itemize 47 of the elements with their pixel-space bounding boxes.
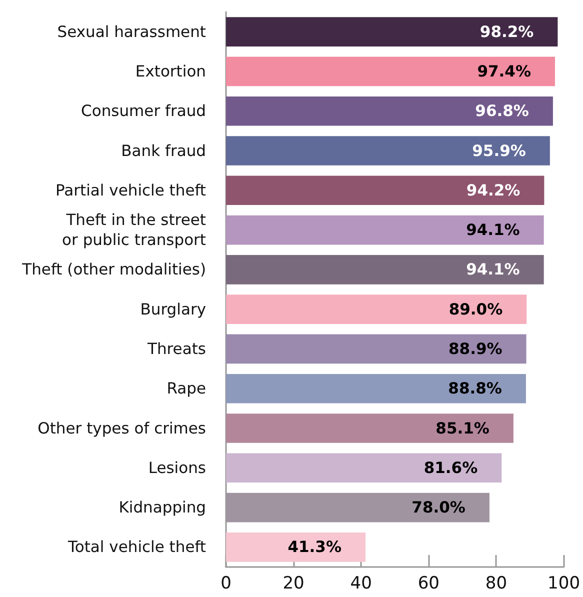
data-label: 96.8% xyxy=(475,102,530,120)
bar xyxy=(226,176,544,206)
y-tick-label: Bank fraud xyxy=(121,142,206,160)
y-tick-label: Rape xyxy=(166,380,206,398)
data-label: 78.0% xyxy=(412,498,466,517)
data-label: 81.6% xyxy=(424,458,478,477)
x-tick-label: 100 xyxy=(548,574,580,594)
y-tick-label: Other types of crimes xyxy=(38,419,206,438)
x-tick-label: 80 xyxy=(485,574,508,594)
y-tick-label: Kidnapping xyxy=(118,498,206,517)
x-tick-label: 40 xyxy=(350,574,372,594)
data-label: 94.2% xyxy=(466,181,521,200)
data-label: 89.0% xyxy=(448,300,504,318)
bar xyxy=(226,294,527,324)
y-tick-label: Burglary xyxy=(140,300,206,318)
bar xyxy=(226,453,502,483)
x-tick-label: 20 xyxy=(282,574,304,594)
bar xyxy=(226,532,366,562)
y-tick-label: Extortion xyxy=(135,62,206,80)
data-label: 94.1% xyxy=(466,221,520,240)
bar xyxy=(226,17,558,46)
data-label: 94.1% xyxy=(466,260,520,279)
bar xyxy=(226,56,555,86)
data-label: 98.2% xyxy=(480,22,534,41)
data-label: 88.8% xyxy=(448,380,502,398)
data-label: 85.1% xyxy=(436,419,490,438)
bar xyxy=(226,136,550,166)
y-tick-label: Theft in the street or public transport xyxy=(62,211,206,250)
bar xyxy=(226,255,544,284)
x-tick-label: 0 xyxy=(220,574,232,594)
y-tick-label: Partial vehicle theft xyxy=(56,181,206,200)
y-tick-label: Sexual harassment xyxy=(57,22,206,41)
y-tick-label: Threats xyxy=(146,340,206,358)
data-label: 97.4% xyxy=(477,62,532,80)
data-label: 95.9% xyxy=(472,142,526,160)
y-tick-label: Theft (other modalities) xyxy=(21,260,206,279)
y-tick-label: Consumer fraud xyxy=(81,102,206,120)
bar xyxy=(226,374,526,404)
x-tick-label: 60 xyxy=(418,574,440,594)
data-label: 41.3% xyxy=(288,538,342,556)
bar xyxy=(226,334,526,364)
data-label: 88.9% xyxy=(448,340,503,358)
bar xyxy=(226,96,553,126)
bar xyxy=(226,215,544,245)
y-tick-label: Lesions xyxy=(148,458,206,477)
bar xyxy=(226,414,514,443)
y-tick-label: Total vehicle theft xyxy=(67,538,206,556)
